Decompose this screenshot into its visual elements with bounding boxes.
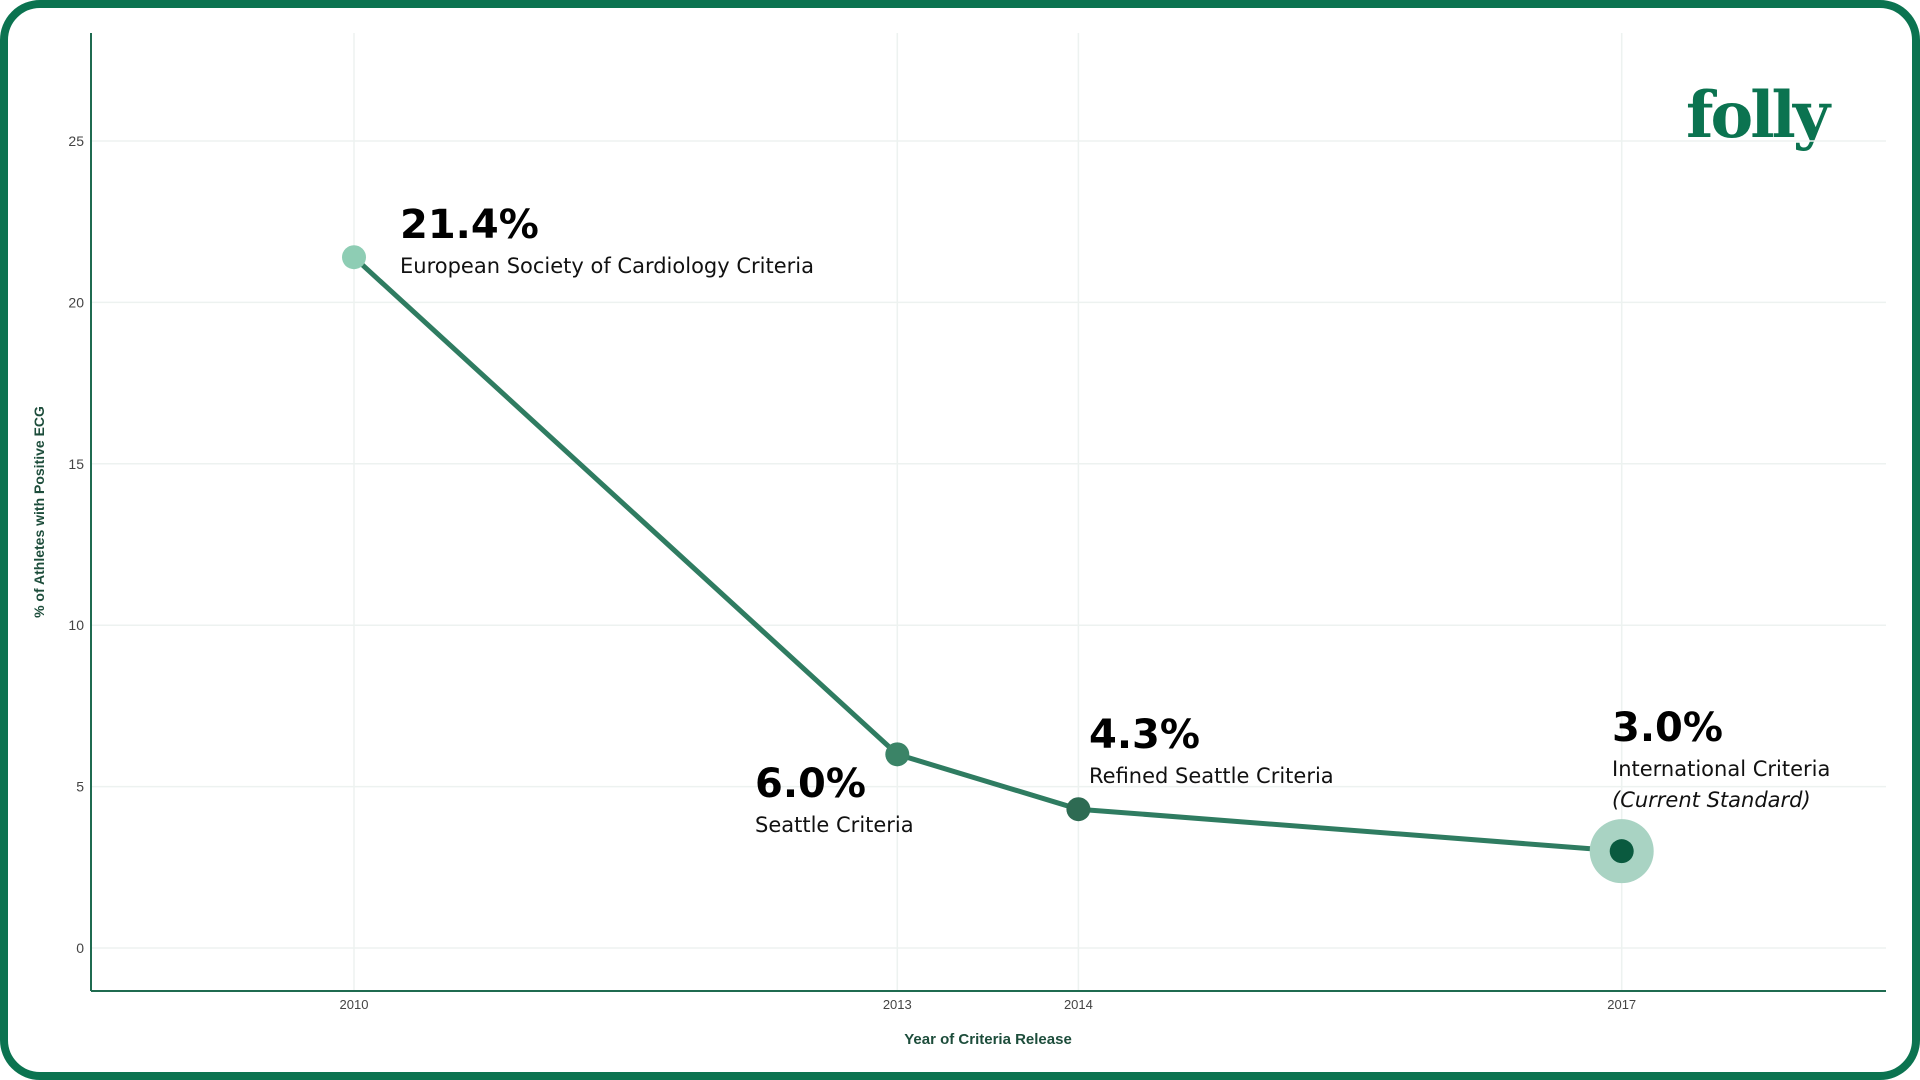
data-point [885, 742, 910, 767]
data-label-name: Seattle Criteria [755, 813, 914, 837]
y-axis-title: % of Athletes with Positive ECG [31, 406, 47, 618]
data-point [342, 245, 366, 270]
y-tick-label: 15 [68, 456, 84, 472]
y-tick-label: 25 [68, 133, 84, 149]
y-tick-label: 0 [76, 940, 84, 956]
data-label-value: 6.0% [755, 761, 866, 807]
y-tick-label: 10 [68, 617, 84, 633]
y-tick-label: 20 [68, 294, 84, 310]
data-label-value: 3.0% [1612, 705, 1723, 751]
x-tick-label: 2013 [883, 997, 912, 1012]
x-axis-title: Year of Criteria Release [904, 1031, 1072, 1048]
x-tick-label: 2014 [1064, 997, 1093, 1012]
data-label-name: European Society of Cardiology Criteria [400, 254, 814, 278]
data-point [1609, 839, 1634, 864]
series-line [352, 255, 1622, 854]
data-label-value: 21.4% [400, 202, 539, 248]
data-label-note: (Current Standard) [1612, 788, 1811, 812]
data-label-name: Refined Seattle Criteria [1089, 764, 1334, 788]
data-label-name: International Criteria [1612, 757, 1830, 781]
x-tick-label: 2010 [340, 997, 369, 1012]
y-tick-label: 5 [76, 779, 84, 795]
data-label-value: 4.3% [1089, 712, 1200, 758]
data-point [1066, 797, 1091, 822]
x-tick-label: 2017 [1607, 997, 1636, 1012]
